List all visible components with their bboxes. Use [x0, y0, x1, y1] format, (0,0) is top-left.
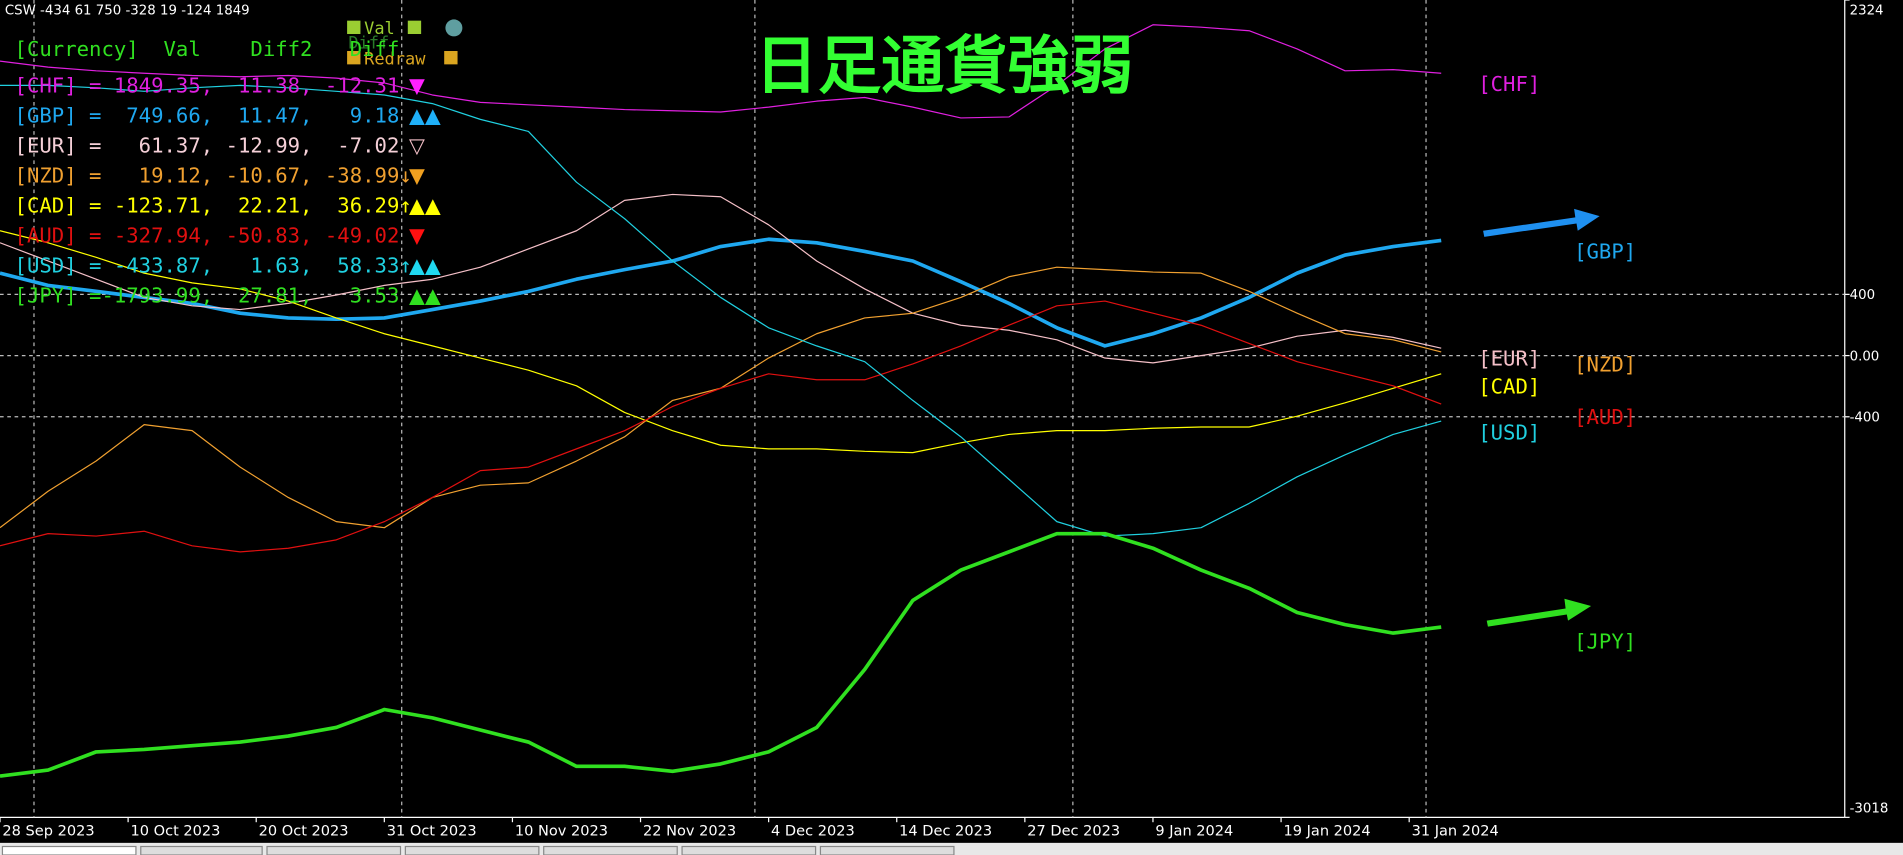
- x-tick-label: 31 Jan 2024: [1412, 823, 1499, 840]
- grid: [0, 293, 1845, 418]
- series-label: [NZD]: [1574, 353, 1636, 377]
- series-label: [EUR]: [1478, 347, 1540, 371]
- x-tick-label: 10 Oct 2023: [131, 823, 221, 840]
- tab[interactable]: [543, 845, 678, 855]
- y-tick-label: -3018: [1850, 801, 1889, 816]
- series-line: [0, 230, 1442, 454]
- info-signal: ▼: [409, 163, 425, 187]
- x-tick-label: 20 Oct 2023: [259, 823, 349, 840]
- info-signal: ▲▲: [409, 283, 441, 307]
- x-tick-label: 10 Nov 2023: [515, 823, 608, 840]
- info-row: [EUR] = 61.37, -12.99, -7.02: [15, 133, 400, 157]
- arrow: [1486, 598, 1592, 627]
- button-circle[interactable]: [445, 19, 463, 37]
- info-row: [CHF] = 1849.35, 11.38, -12.31: [15, 73, 400, 97]
- series-label: [CAD]: [1478, 374, 1540, 398]
- lines: [0, 24, 1442, 778]
- button-square: [407, 20, 422, 35]
- tab[interactable]: [140, 845, 263, 855]
- series-line: [0, 24, 1442, 119]
- x-tick-label: 19 Jan 2024: [1284, 823, 1371, 840]
- info-signal: ▽: [409, 133, 425, 157]
- info-row: [GBP] = 749.66, 11.47, 9.18: [15, 103, 400, 127]
- info-row: [JPY] =-1793.99, 27.81, 3.53: [15, 283, 400, 307]
- series-label: [AUD]: [1574, 405, 1636, 429]
- x-tick-label: 22 Nov 2023: [643, 823, 736, 840]
- series-label: [GBP]: [1574, 240, 1636, 264]
- info-row: [NZD] = 19.12, -10.67, -38.99↓: [15, 163, 412, 187]
- tab[interactable]: [404, 845, 540, 855]
- tab[interactable]: [819, 845, 955, 855]
- x-tick-label: 27 Dec 2023: [1027, 823, 1120, 840]
- series-line: [0, 237, 1442, 348]
- tab[interactable]: [681, 845, 817, 855]
- indicator-header: CSW -434 61 750 -328 19 -124 1849: [5, 4, 250, 19]
- info-header: [Currency] Val Diff2 Diff: [15, 37, 400, 61]
- info-signal: ▼: [409, 73, 425, 97]
- info-signal: ▲▲: [409, 253, 441, 277]
- series-label: [USD]: [1478, 421, 1540, 445]
- arrow: [1483, 208, 1600, 237]
- x-tick-label: 4 Dec 2023: [771, 823, 855, 840]
- series-line: [0, 84, 1442, 537]
- y-tick-label: 0.00: [1850, 349, 1880, 364]
- chart-title: 日足通貨強弱: [755, 28, 1134, 102]
- tab[interactable]: [266, 845, 402, 855]
- info-row: [CAD] = -123.71, 22.21, 36.29↑: [15, 193, 412, 217]
- info-signal: ▲▲: [409, 193, 441, 217]
- tab[interactable]: [1, 845, 137, 855]
- info-row: [AUD] = -327.94, -50.83, -49.02: [15, 223, 400, 247]
- button[interactable]: Diff: [348, 34, 389, 54]
- x-tick-label: 14 Dec 2023: [899, 823, 992, 840]
- period-separators: [33, 0, 1427, 818]
- series-line: [0, 193, 1442, 364]
- series-line: [0, 300, 1442, 553]
- button-square: [347, 51, 361, 65]
- button-square: [444, 51, 458, 65]
- y-tick-label: 400: [1850, 288, 1875, 303]
- series-label: [CHF]: [1478, 72, 1540, 96]
- y-tick-label: 2324: [1850, 4, 1884, 19]
- button[interactable]: Redraw: [364, 49, 426, 69]
- y-axis: 2324 400 0.00 -400 -3018: [1844, 0, 1889, 818]
- series-line: [0, 531, 1442, 778]
- info-signal: ▲▲: [409, 103, 441, 127]
- series-labels: [CHF] [GBP] [EUR] [NZD] [CAD] [AUD] [USD] [JPY]: [1478, 72, 1636, 653]
- x-tick-label: 28 Sep 2023: [2, 823, 94, 840]
- x-tick-label: 9 Jan 2024: [1155, 823, 1233, 840]
- y-tick-label: -400: [1850, 411, 1880, 426]
- x-axis: 28 Sep 2023 10 Oct 2023 20 Oct 2023 31 Oct …: [0, 817, 1499, 840]
- button-square: [347, 20, 361, 35]
- info-row: [USD] = -433.87, 1.63, 58.33↑: [15, 253, 412, 277]
- x-tick-label: 31 Oct 2023: [387, 823, 477, 840]
- info-table: [CHF] = 1849.35, 11.38, -12.31 ▼ [GBP] = 7…: [15, 73, 441, 307]
- series-label: [JPY]: [1574, 630, 1636, 654]
- button[interactable]: Val: [364, 19, 395, 39]
- info-signal: ▼: [409, 223, 425, 247]
